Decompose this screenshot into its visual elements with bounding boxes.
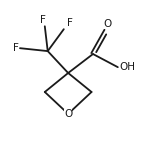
- Text: F: F: [40, 15, 46, 25]
- Text: F: F: [13, 43, 19, 53]
- Text: O: O: [103, 19, 112, 29]
- Text: OH: OH: [119, 62, 135, 72]
- Text: F: F: [67, 18, 73, 28]
- Text: O: O: [64, 109, 72, 119]
